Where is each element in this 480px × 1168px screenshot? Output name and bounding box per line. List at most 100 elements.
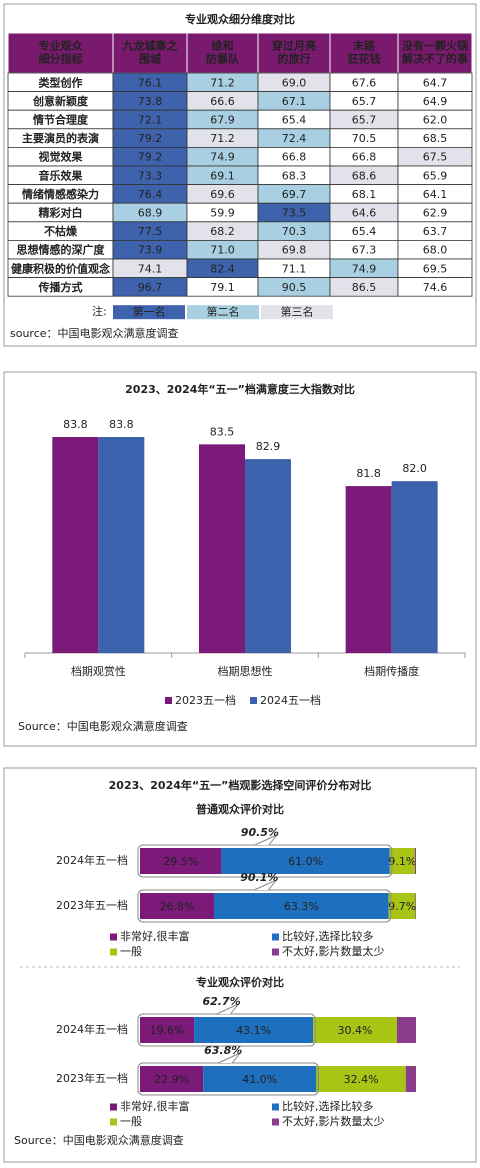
cell-value: 79.2	[138, 151, 163, 164]
cell-value: 74.9	[352, 262, 377, 275]
cell-value: 67.9	[210, 114, 235, 127]
legend-swatch	[110, 948, 117, 956]
header-cell	[397, 32, 473, 74]
chart-title: 2023、2024年“五一”档满意度三大指数对比	[125, 382, 355, 396]
value-label: 41.0%	[242, 1073, 277, 1086]
legend-swatch	[110, 933, 117, 941]
table-cell	[397, 277, 473, 297]
header-cell	[329, 32, 399, 74]
callout-pointer	[254, 879, 277, 891]
cell-value: 66.6	[210, 95, 235, 108]
row-label: 健康积极的价值观念	[11, 261, 111, 275]
legend-swatch	[113, 305, 185, 320]
row-label: 类型创作	[39, 75, 83, 89]
cell-value: 68.9	[138, 207, 163, 220]
bar-segment	[194, 1017, 314, 1043]
y-tick-label: 2024年五一档	[56, 853, 128, 867]
source: Source：中国电影观众满意度调查	[14, 1133, 184, 1147]
legend-label: 一般	[120, 1115, 142, 1128]
cell-value: 69.5	[423, 262, 448, 275]
legend-swatch	[272, 948, 279, 956]
callout-pointer	[254, 834, 278, 846]
legend-label: 2023五一档	[175, 693, 236, 707]
cell-value: 69.7	[282, 188, 307, 201]
legend-label: 第三名	[281, 305, 314, 319]
cell-value: 71.0	[210, 244, 235, 257]
value-label: 30.4%	[338, 1024, 373, 1037]
legend-note: 注:	[92, 304, 107, 318]
cell-value: 90.5	[282, 281, 307, 294]
cell-value: 71.1	[282, 262, 307, 275]
cell-value: 71.2	[210, 76, 235, 89]
cell-value: 79.2	[138, 132, 163, 145]
cell-value: 65.7	[352, 114, 377, 127]
cell-value: 73.3	[138, 169, 163, 182]
x-tick-label: 档期观赏性	[71, 664, 126, 678]
legend-swatch	[261, 305, 333, 320]
legend-label: 第一名	[133, 305, 166, 319]
cell-value: 62.9	[423, 207, 448, 220]
header-cell	[7, 32, 114, 74]
value-label: 9.1%	[388, 855, 416, 868]
cell-value: 59.9	[210, 207, 235, 220]
cell-value: 68.0	[423, 244, 448, 257]
bar-segment	[414, 848, 416, 874]
bar-segment	[405, 1066, 416, 1092]
bar-segment	[396, 1017, 416, 1043]
header-label: 末路狂花钱	[348, 38, 381, 65]
bar	[391, 481, 438, 653]
x-tick-label: 档期思想性	[218, 664, 273, 678]
cell-value: 69.8	[282, 244, 307, 257]
row-label: 不枯燥	[44, 224, 78, 238]
bar	[98, 437, 145, 653]
bar	[345, 486, 392, 653]
value-label: 83.8	[63, 418, 88, 431]
cell-value: 72.4	[282, 132, 307, 145]
panel-border	[3, 767, 477, 1163]
y-tick-label: 2023年五一档	[56, 898, 128, 912]
cell-value: 77.5	[138, 225, 163, 238]
cell-value: 82.4	[210, 262, 235, 275]
cell-value: 67.3	[352, 244, 377, 257]
header-label: 专业观众细分指标	[39, 38, 84, 65]
cell-value: 86.5	[352, 281, 377, 294]
row-label: 情节合理度	[33, 113, 89, 127]
annotation: 62.7%	[202, 995, 240, 1008]
cell-value: 70.5	[352, 132, 377, 145]
value-label: 61.0%	[288, 855, 323, 868]
source: source：中国电影观众满意度调查	[10, 326, 179, 340]
value-label: 19.6%	[150, 1024, 185, 1037]
cell-value: 65.9	[423, 169, 448, 182]
header-label: 九龙城寨之围城	[122, 38, 178, 65]
bar-segment	[221, 848, 390, 874]
cell-value: 67.1	[282, 95, 307, 108]
y-tick-label: 2024年五一档	[56, 1022, 128, 1036]
legend-swatch	[272, 1118, 279, 1126]
legend-swatch	[250, 697, 257, 704]
value-label: 82.9	[256, 440, 281, 453]
chart-subtitle: 普通观众评价对比	[196, 802, 284, 816]
cell-value: 64.9	[423, 95, 448, 108]
cell-value: 68.5	[423, 132, 448, 145]
bar	[245, 459, 291, 653]
legend-label: 不太好,影片数量太少	[282, 1114, 385, 1128]
bar	[199, 444, 245, 653]
bar-segment	[316, 1066, 406, 1092]
legend-label: 比较好,选择比较多	[282, 929, 374, 943]
row-label: 主要演员的表演	[22, 131, 99, 145]
header-label: 穿过月亮的旅行	[272, 38, 316, 65]
header-cell	[257, 32, 331, 74]
bar-segment	[415, 893, 416, 919]
legend-swatch	[272, 933, 279, 941]
bar-segment	[213, 893, 389, 919]
cell-value: 69.1	[210, 169, 235, 182]
cell-value: 68.2	[210, 225, 235, 238]
cell-value: 79.1	[210, 281, 235, 294]
cell-value: 67.5	[423, 151, 448, 164]
value-label: 32.4%	[344, 1073, 379, 1086]
cell-value: 70.3	[282, 225, 307, 238]
chart-title: 2023、2024年“五一”档观影选择空间评价分布对比	[109, 778, 372, 792]
bar-segment	[140, 1017, 195, 1043]
legend-label: 非常好,很丰富	[120, 929, 190, 943]
bar-segment	[140, 893, 214, 919]
